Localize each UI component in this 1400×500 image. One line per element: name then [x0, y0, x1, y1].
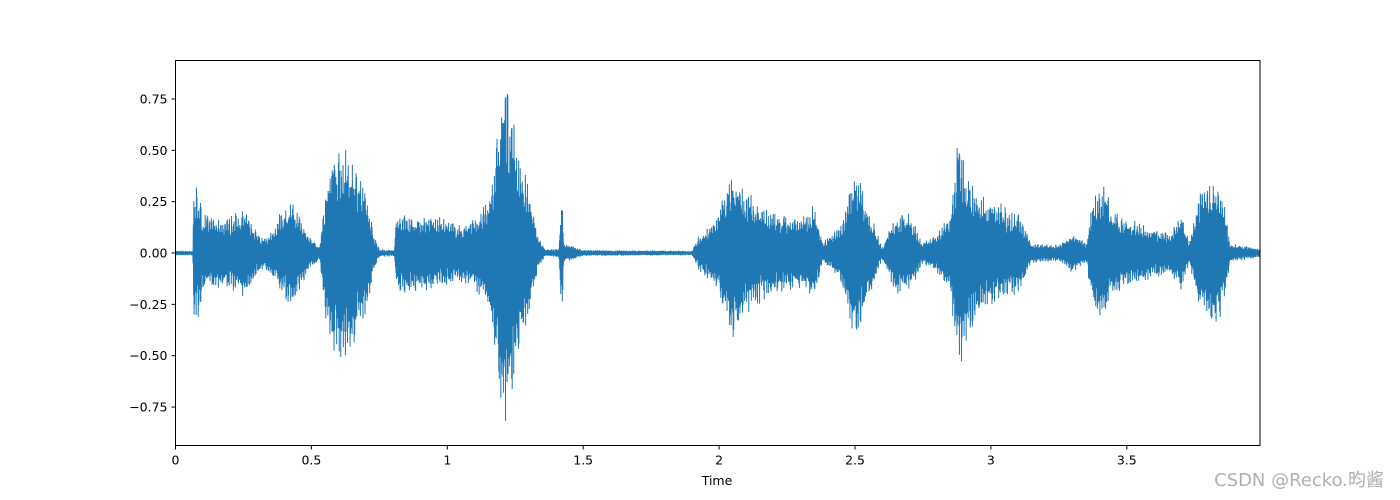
y-tick-label: 0.50: [140, 143, 168, 158]
watermark: CSDN @Recko.昀酱: [1214, 470, 1384, 491]
x-tick-label: 2.5: [845, 453, 865, 468]
x-tick-label: 0.5: [301, 453, 321, 468]
y-tick-label: −0.75: [129, 400, 167, 415]
x-axis-label: Time: [701, 473, 733, 488]
y-axis: 0.75 0.50 0.25 0.00 −0.25 −0.50 −0.75: [129, 91, 176, 415]
x-tick-label: 3.5: [1117, 453, 1137, 468]
x-tick-label: 2: [715, 453, 723, 468]
x-tick-label: 1: [443, 453, 451, 468]
y-tick-label: 0.00: [140, 246, 168, 261]
waveform-line: [175, 93, 1261, 421]
y-tick-label: −0.25: [129, 297, 167, 312]
x-tick-label: 3: [987, 453, 995, 468]
y-tick-label: −0.50: [129, 348, 167, 363]
y-tick-label: 0.75: [140, 91, 168, 106]
y-tick-label: 0.25: [140, 194, 168, 209]
waveform-series: [175, 93, 1261, 421]
x-tick-label: 1.5: [573, 453, 593, 468]
x-tick-label: 0: [172, 453, 180, 468]
x-axis: 0 0.5 1 1.5 2 2.5 3 3.5: [172, 445, 1137, 468]
